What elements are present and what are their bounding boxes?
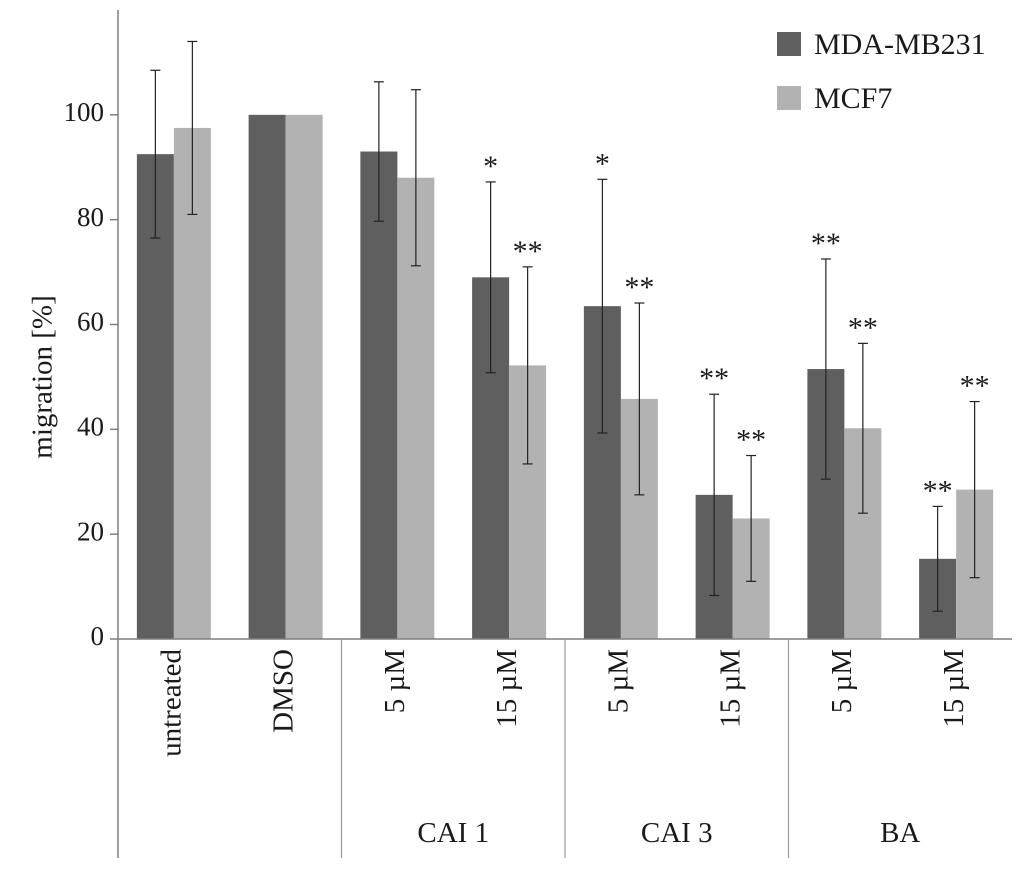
significance-mda-mb231-5: **	[699, 362, 729, 395]
y-tick-label-60: 60	[77, 307, 104, 337]
category-label-5: 15 µM	[714, 649, 746, 728]
y-tick-label-80: 80	[77, 202, 104, 232]
bar-mda-mb231-1	[248, 114, 286, 640]
significance-mda-mb231-6: **	[811, 227, 841, 260]
category-label-6: 5 µM	[826, 649, 858, 713]
y-tick-label-20: 20	[77, 516, 104, 546]
group-label-cai-1: CAI 1	[417, 817, 489, 849]
y-tick-label-40: 40	[77, 412, 104, 442]
significance-markers: ******************	[483, 147, 990, 507]
bars-layer	[136, 114, 994, 640]
legend: MDA-MB231 MCF7	[777, 28, 986, 115]
significance-mcf7-7: **	[960, 370, 990, 403]
category-label-3: 15 µM	[491, 649, 523, 728]
significance-mcf7-4: **	[624, 271, 654, 304]
category-label-2: 5 µM	[379, 649, 411, 713]
y-tick-label-0: 0	[91, 621, 105, 651]
legend-label-mcf7: MCF7	[814, 82, 892, 115]
bar-mcf7-1	[285, 114, 323, 640]
significance-mda-mb231-4: *	[595, 147, 610, 180]
category-dividers	[340, 639, 790, 858]
bar-mda-mb231-2	[360, 151, 398, 639]
legend-swatch-mcf7	[777, 86, 801, 110]
y-axis-label: migration [%]	[27, 295, 59, 458]
category-labels: untreated DMSO 5 µM 15 µM 5 µM 15 µM 5 µM 15 µM	[156, 649, 970, 757]
significance-mda-mb231-7: **	[923, 474, 953, 507]
group-label-cai-3: CAI 3	[641, 817, 713, 849]
error-bars-layer	[150, 40, 980, 612]
category-label-7: 15 µM	[938, 649, 970, 728]
significance-mcf7-3: **	[513, 235, 543, 268]
significance-mda-mb231-3: *	[483, 150, 498, 183]
category-label-4: 5 µM	[603, 649, 635, 713]
significance-mcf7-6: **	[848, 311, 878, 344]
y-ticks: 0 20 40 60 80 100	[64, 97, 118, 651]
group-labels: CAI 1 CAI 3 BA	[417, 817, 920, 849]
legend-swatch-mda-mb231	[777, 32, 801, 56]
category-label-0: untreated	[156, 649, 188, 757]
group-label-ba: BA	[880, 817, 920, 849]
y-tick-label-100: 100	[64, 97, 105, 127]
category-label-1: DMSO	[267, 649, 299, 733]
legend-label-mda-mb231: MDA-MB231	[814, 28, 986, 61]
significance-mcf7-5: **	[736, 424, 766, 457]
